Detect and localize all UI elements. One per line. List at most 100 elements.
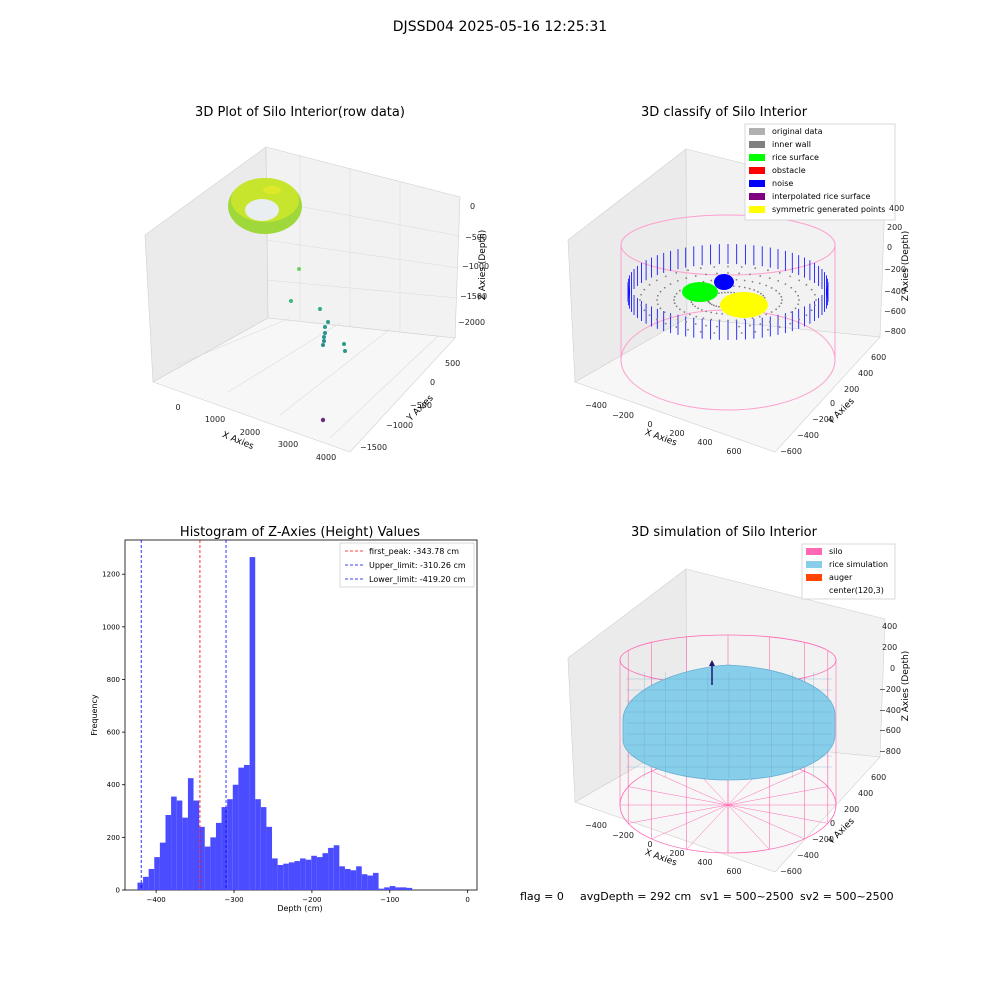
legend-label-rice-simulation: rice simulation bbox=[829, 560, 888, 569]
sim-xtick: 600 bbox=[726, 867, 741, 876]
classify-xtick: 200 bbox=[669, 429, 684, 438]
classify-wall-point bbox=[709, 302, 712, 305]
classify-wall-point bbox=[723, 291, 726, 294]
sim-silo-floor-spoke bbox=[628, 804, 729, 824]
histogram-ytick-label: 200 bbox=[107, 834, 120, 842]
classify-wall-point bbox=[738, 285, 741, 288]
classify-wall-point bbox=[727, 265, 729, 268]
classify-wall-point bbox=[743, 279, 746, 282]
classify-wall-point bbox=[735, 278, 738, 281]
classify-wall-point bbox=[798, 299, 800, 301]
histogram-ytick-label: 0 bbox=[116, 887, 120, 895]
classify-wall-point bbox=[732, 285, 735, 288]
classify-wall-point bbox=[675, 305, 678, 308]
classify-wall-point bbox=[640, 304, 642, 307]
classify-wall-point bbox=[753, 289, 756, 291]
raw-rice-ring bbox=[228, 178, 302, 234]
classify-wall-point bbox=[798, 279, 801, 282]
classify-wall-point bbox=[648, 283, 651, 286]
classify-wall-point bbox=[690, 301, 693, 304]
histogram-xtick-label: −100 bbox=[380, 896, 399, 904]
raw-point bbox=[343, 349, 347, 353]
sim-ztick: 0 bbox=[890, 664, 895, 673]
legend-label-lower-limit: Lower_limit: -419.20 cm bbox=[369, 575, 466, 584]
raw-xtick: 3000 bbox=[278, 440, 298, 449]
histogram-bar bbox=[283, 863, 289, 890]
panel-histogram: Histogram of Z-Axies (Height) Values −40… bbox=[90, 525, 478, 913]
classify-wall-point bbox=[797, 303, 800, 306]
histogram-bar bbox=[384, 887, 390, 890]
classify-wall-point bbox=[685, 320, 688, 323]
classify-wall-point bbox=[727, 291, 729, 294]
legend-label-rice-surface: rice surface bbox=[772, 153, 819, 162]
sim-xtick: −400 bbox=[585, 821, 607, 830]
sim-ytick: −600 bbox=[780, 867, 802, 876]
classify-wall-point bbox=[805, 283, 808, 286]
raw-point bbox=[289, 299, 293, 303]
classify-wall-point bbox=[721, 312, 724, 315]
classify-wall-point bbox=[794, 290, 797, 293]
histogram-xlabel: Depth (cm) bbox=[277, 904, 322, 913]
classify-wall-point bbox=[735, 319, 738, 322]
classify-wall-point bbox=[710, 318, 713, 321]
histogram-xtick-label: −400 bbox=[147, 896, 166, 904]
classify-wall-point bbox=[718, 292, 720, 295]
classify-wall-point bbox=[775, 308, 778, 311]
classify-wall-point bbox=[643, 309, 646, 312]
sim-silo-floor-spoke bbox=[651, 804, 729, 840]
classify-wall-point bbox=[673, 295, 676, 298]
legend-swatch-obstacle bbox=[749, 167, 765, 174]
histogram-title: Histogram of Z-Axies (Height) Values bbox=[180, 525, 420, 540]
classify-wall-point bbox=[805, 314, 808, 317]
classify-wall-point bbox=[810, 309, 813, 312]
histogram-y-ticks: 0 200 400 600 800 1000 1200 bbox=[102, 571, 125, 895]
histogram-bar bbox=[311, 855, 317, 890]
simulation-tick-labels: −400 −200 0 200 400 600 600 400 200 0 −2… bbox=[585, 622, 901, 876]
histogram-bar bbox=[182, 817, 188, 890]
simulation-title: 3D simulation of Silo Interior bbox=[631, 525, 818, 540]
classify-wall-point bbox=[727, 272, 729, 274]
classify-wall-point bbox=[754, 330, 757, 333]
classify-wall-point bbox=[794, 307, 797, 310]
histogram-bar bbox=[339, 866, 345, 890]
classify-tick-labels: −400 −200 0 200 400 600 600 400 200 0 −2… bbox=[585, 204, 906, 456]
classify-ztick: 400 bbox=[889, 204, 904, 213]
classify-wall-point bbox=[767, 269, 769, 272]
classify-wall-point bbox=[639, 299, 641, 301]
raw-ztick: −500 bbox=[465, 233, 487, 242]
raw-ytick: −500 bbox=[410, 401, 432, 410]
sim-ztick: −800 bbox=[879, 747, 901, 756]
raw-xtick: 4000 bbox=[316, 453, 336, 462]
raw-point bbox=[322, 339, 326, 343]
classify-wall-point bbox=[702, 317, 705, 320]
raw-back-pane bbox=[265, 146, 461, 339]
classify-wall-point bbox=[784, 283, 787, 286]
classify-wall-point bbox=[727, 332, 729, 335]
status-flag: flag = 0 bbox=[520, 890, 564, 903]
legend-label-obstacle: obstacle bbox=[772, 166, 806, 175]
classify-wall-point bbox=[751, 280, 754, 283]
classify-wall-point bbox=[781, 299, 783, 301]
panel-classify-title: 3D classify of Silo Interior bbox=[641, 105, 808, 120]
raw-point bbox=[322, 335, 326, 339]
classify-wall-point bbox=[685, 277, 688, 280]
panel-simulation: 3D simulation of Silo Interior silo rice… bbox=[567, 525, 911, 876]
classify-zlabel: Z Axies (Depth) bbox=[901, 231, 911, 302]
raw-point bbox=[318, 307, 322, 311]
simulation-rice-surface bbox=[622, 664, 836, 781]
histogram-bar bbox=[367, 875, 373, 890]
classify-wall-point bbox=[683, 311, 686, 313]
classify-wall-point bbox=[727, 326, 729, 328]
simulation-auger bbox=[709, 660, 715, 685]
sim-ztick: −200 bbox=[879, 685, 901, 694]
legend-swatch-interpolated bbox=[749, 193, 765, 200]
sim-silo-meridians bbox=[619, 635, 837, 853]
raw-ytick: 500 bbox=[445, 359, 460, 368]
classify-ztick: −400 bbox=[884, 287, 906, 296]
status-avg-depth: avgDepth = 292 cm bbox=[580, 890, 691, 903]
legend-label-upper-limit: Upper_limit: -310.26 cm bbox=[369, 561, 466, 570]
legend-swatch-silo bbox=[806, 548, 822, 555]
raw-ring-hole bbox=[245, 199, 279, 221]
classify-wall-point bbox=[691, 303, 694, 306]
classify-wall-point bbox=[673, 299, 675, 301]
